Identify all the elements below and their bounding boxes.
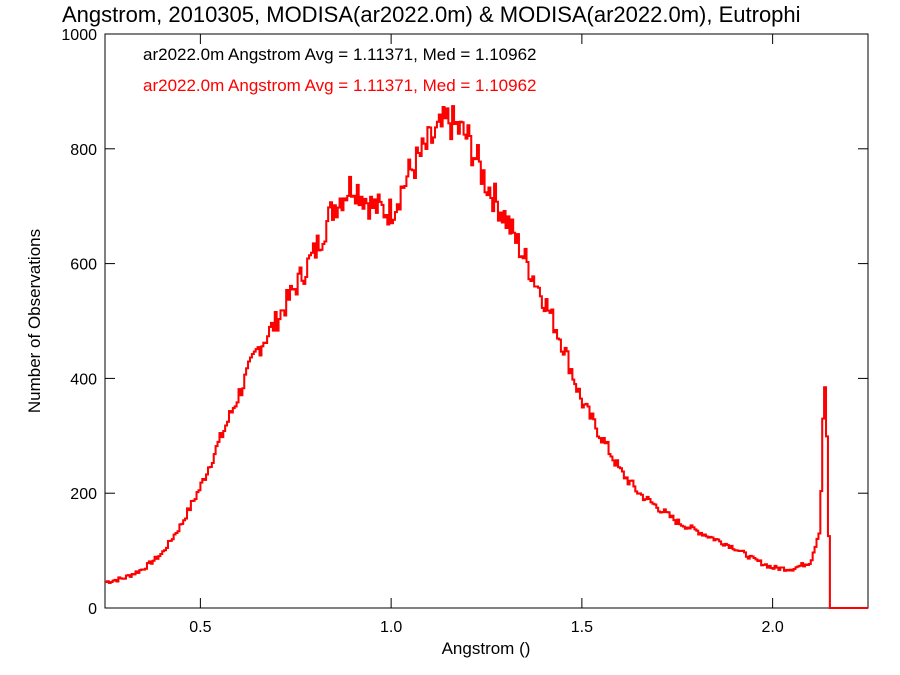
x-axis-ticks: 0.5 1.0 1.5 2.0 — [189, 34, 784, 636]
chart-title: Angstrom, 2010305, MODISA(ar2022.0m) & M… — [62, 2, 801, 27]
y-tick-label: 0 — [88, 601, 97, 618]
y-tick-label: 200 — [70, 486, 97, 503]
x-tick-label: 1.0 — [380, 619, 402, 636]
plot-frame — [104, 33, 869, 609]
y-axis-ticks: 0 200 400 600 800 1000 — [61, 27, 868, 618]
x-tick-label: 2.0 — [762, 619, 784, 636]
x-tick-label: 1.5 — [571, 619, 593, 636]
legend-entry-series-a: ar2022.0m Angstrom Avg = 1.11371, Med = … — [143, 45, 536, 64]
y-tick-label: 1000 — [61, 27, 97, 44]
x-axis-title: Angstrom () — [442, 639, 531, 658]
legend-entry-series-b: ar2022.0m Angstrom Avg = 1.11371, Med = … — [143, 76, 536, 95]
y-axis-title: Number of Observations — [25, 229, 44, 413]
series-a-histogram-line — [105, 105, 868, 609]
series-b-histogram-line — [105, 105, 868, 609]
y-tick-label: 800 — [70, 142, 97, 159]
y-tick-label: 600 — [70, 257, 97, 274]
x-tick-label: 0.5 — [189, 619, 211, 636]
y-tick-label: 400 — [70, 371, 97, 388]
